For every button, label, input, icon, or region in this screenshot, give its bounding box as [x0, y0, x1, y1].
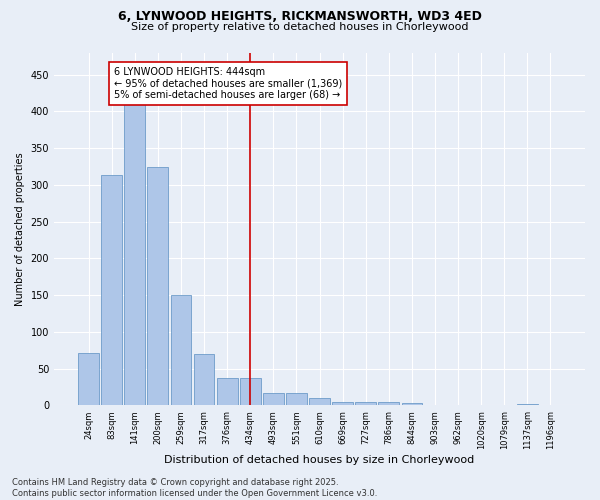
Bar	[217, 378, 238, 406]
Bar	[101, 174, 122, 406]
Bar	[332, 402, 353, 406]
Text: Size of property relative to detached houses in Chorleywood: Size of property relative to detached ho…	[131, 22, 469, 32]
Bar	[78, 352, 99, 406]
Bar	[517, 404, 538, 406]
Bar	[355, 402, 376, 406]
Text: 6, LYNWOOD HEIGHTS, RICKMANSWORTH, WD3 4ED: 6, LYNWOOD HEIGHTS, RICKMANSWORTH, WD3 4…	[118, 10, 482, 23]
Bar	[286, 393, 307, 406]
Bar	[309, 398, 330, 406]
Text: 6 LYNWOOD HEIGHTS: 444sqm
← 95% of detached houses are smaller (1,369)
5% of sem: 6 LYNWOOD HEIGHTS: 444sqm ← 95% of detac…	[114, 67, 342, 100]
Bar	[124, 104, 145, 406]
Bar	[170, 295, 191, 406]
Bar	[379, 402, 399, 406]
Bar	[148, 167, 168, 406]
Bar	[240, 378, 260, 406]
Y-axis label: Number of detached properties: Number of detached properties	[15, 152, 25, 306]
Bar	[263, 393, 284, 406]
Bar	[401, 404, 422, 406]
X-axis label: Distribution of detached houses by size in Chorleywood: Distribution of detached houses by size …	[164, 455, 475, 465]
Text: Contains HM Land Registry data © Crown copyright and database right 2025.
Contai: Contains HM Land Registry data © Crown c…	[12, 478, 377, 498]
Bar	[194, 354, 214, 406]
